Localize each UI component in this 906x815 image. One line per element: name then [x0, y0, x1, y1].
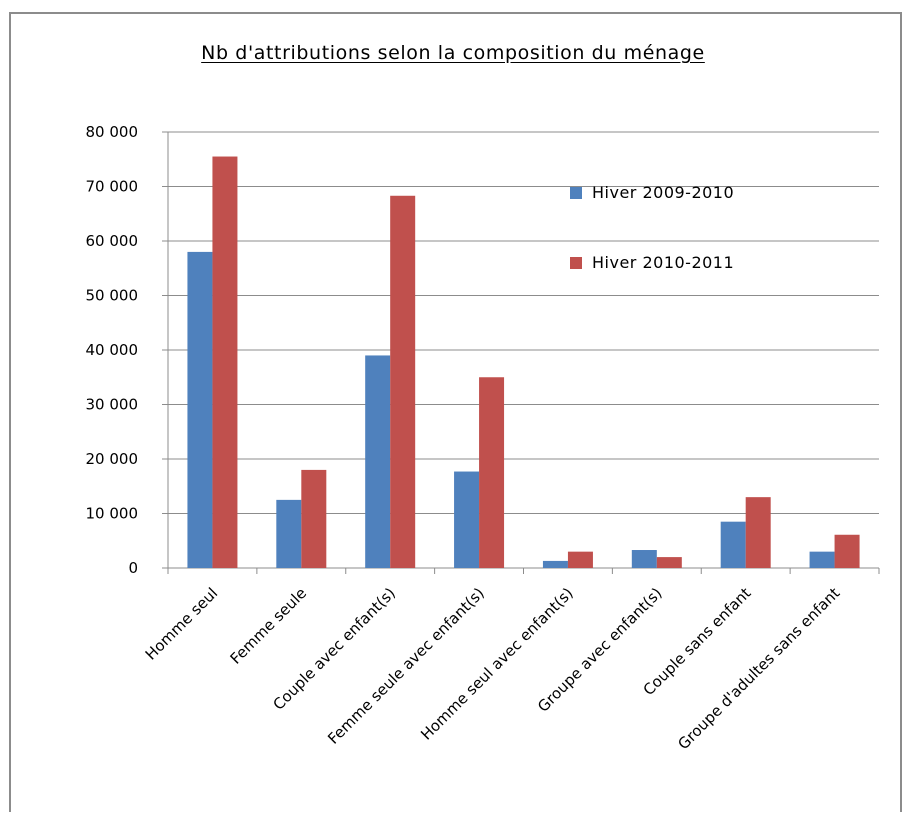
y-tick-label: 10 000: [86, 505, 139, 523]
x-category-label: Femme seule avec enfant(s): [324, 584, 488, 748]
y-tick-label: 50 000: [86, 287, 139, 305]
y-tick-label: 20 000: [86, 450, 139, 468]
y-tick-label: 30 000: [86, 396, 139, 414]
axes: [162, 131, 880, 574]
y-tick-label: 80 000: [86, 123, 139, 141]
legend-swatch: [570, 257, 582, 269]
x-category-label: Homme seul: [142, 584, 221, 663]
legend-swatch: [570, 187, 582, 199]
bar-series-1: [454, 471, 480, 568]
y-tick-label: 70 000: [86, 178, 139, 196]
gridlines: [168, 131, 879, 514]
x-category-label: Groupe d'adultes sans enfant: [674, 584, 843, 753]
bar-series-1: [187, 251, 213, 568]
bars: [187, 156, 860, 568]
bar-series-1: [276, 499, 302, 568]
y-tick-label: 60 000: [86, 232, 139, 250]
y-tick-label: 40 000: [86, 341, 139, 359]
bar-series-1: [365, 355, 391, 568]
x-category-label: Femme seule: [227, 584, 311, 668]
chart-title: Nb d'attributions selon la composition d…: [201, 42, 705, 64]
y-tick-label: 0: [128, 559, 138, 577]
bar-series-2: [301, 469, 327, 568]
bar-series-2: [834, 534, 860, 568]
bar-series-2: [479, 377, 505, 568]
chart-frame: [9, 12, 902, 812]
legend-label: Hiver 2010-2011: [592, 253, 734, 272]
bar-series-2: [212, 156, 238, 568]
bar-series-2: [390, 195, 416, 568]
x-category-label: Homme seul avec enfant(s): [417, 584, 577, 744]
bar-series-2: [567, 551, 593, 568]
bar-series-1: [720, 521, 746, 568]
bar-series-1: [631, 550, 657, 568]
legend: Hiver 2009-2010 Hiver 2010-2011: [570, 183, 734, 272]
bar-series-2: [745, 497, 771, 568]
legend-label: Hiver 2009-2010: [592, 183, 734, 202]
bar-series-1: [809, 551, 835, 568]
y-axis-tick-labels: 0 10 000 20 000 30 000 40 000 50 000 60 000 70 …: [86, 123, 139, 577]
bar-series-2: [656, 557, 682, 568]
bar-series-1: [542, 560, 568, 568]
